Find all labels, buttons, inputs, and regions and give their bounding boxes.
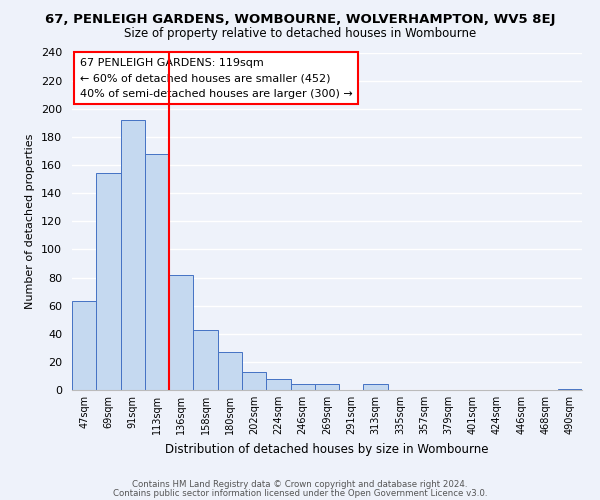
X-axis label: Distribution of detached houses by size in Wombourne: Distribution of detached houses by size … xyxy=(165,442,489,456)
Bar xyxy=(145,154,169,390)
Text: 67 PENLEIGH GARDENS: 119sqm
← 60% of detached houses are smaller (452)
40% of se: 67 PENLEIGH GARDENS: 119sqm ← 60% of det… xyxy=(80,58,352,99)
Text: Size of property relative to detached houses in Wombourne: Size of property relative to detached ho… xyxy=(124,28,476,40)
Bar xyxy=(121,120,145,390)
Bar xyxy=(558,388,582,390)
Y-axis label: Number of detached properties: Number of detached properties xyxy=(25,134,35,309)
Bar xyxy=(290,384,315,390)
Bar xyxy=(96,174,121,390)
Text: Contains HM Land Registry data © Crown copyright and database right 2024.: Contains HM Land Registry data © Crown c… xyxy=(132,480,468,489)
Bar xyxy=(266,379,290,390)
Bar xyxy=(364,384,388,390)
Bar xyxy=(193,330,218,390)
Bar xyxy=(72,302,96,390)
Bar xyxy=(315,384,339,390)
Bar xyxy=(169,274,193,390)
Bar xyxy=(242,372,266,390)
Bar xyxy=(218,352,242,390)
Text: Contains public sector information licensed under the Open Government Licence v3: Contains public sector information licen… xyxy=(113,488,487,498)
Text: 67, PENLEIGH GARDENS, WOMBOURNE, WOLVERHAMPTON, WV5 8EJ: 67, PENLEIGH GARDENS, WOMBOURNE, WOLVERH… xyxy=(45,12,555,26)
